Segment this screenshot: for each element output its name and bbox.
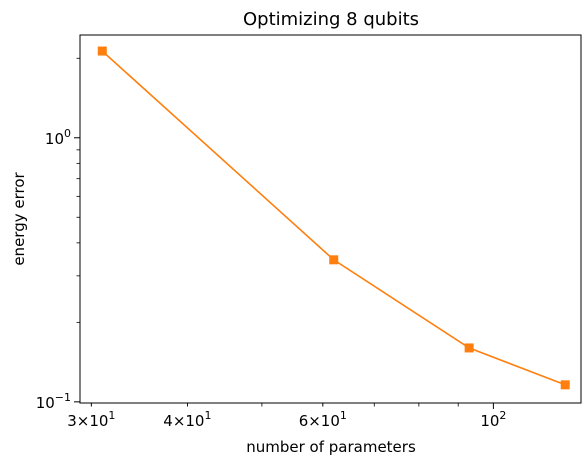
chart-title: Optimizing 8 qubits	[243, 9, 419, 30]
data-point-marker	[464, 343, 474, 353]
y-axis-label: energy error	[10, 171, 28, 265]
series-group	[97, 46, 570, 390]
y-axis-ticks: 10−1 100	[36, 127, 80, 412]
x-axis-label: number of parameters	[246, 438, 416, 456]
x-axis-ticks: 3×101 4×101 6×101 102	[67, 403, 506, 430]
data-point-marker	[97, 46, 107, 56]
data-point-marker	[329, 255, 339, 265]
x-minor-ticks	[90, 403, 459, 407]
plot-frame	[79, 34, 582, 404]
x-tick-label: 4×101	[163, 409, 211, 430]
series-line	[101, 50, 566, 386]
y-tick-label: 10−1	[36, 391, 71, 412]
x-tick-label: 6×101	[299, 409, 347, 430]
y-tick-label: 100	[45, 127, 71, 148]
data-point-marker	[560, 380, 570, 390]
y-minor-ticks	[76, 57, 80, 323]
x-tick-label: 102	[480, 409, 506, 430]
x-tick-label: 3×101	[67, 409, 115, 430]
